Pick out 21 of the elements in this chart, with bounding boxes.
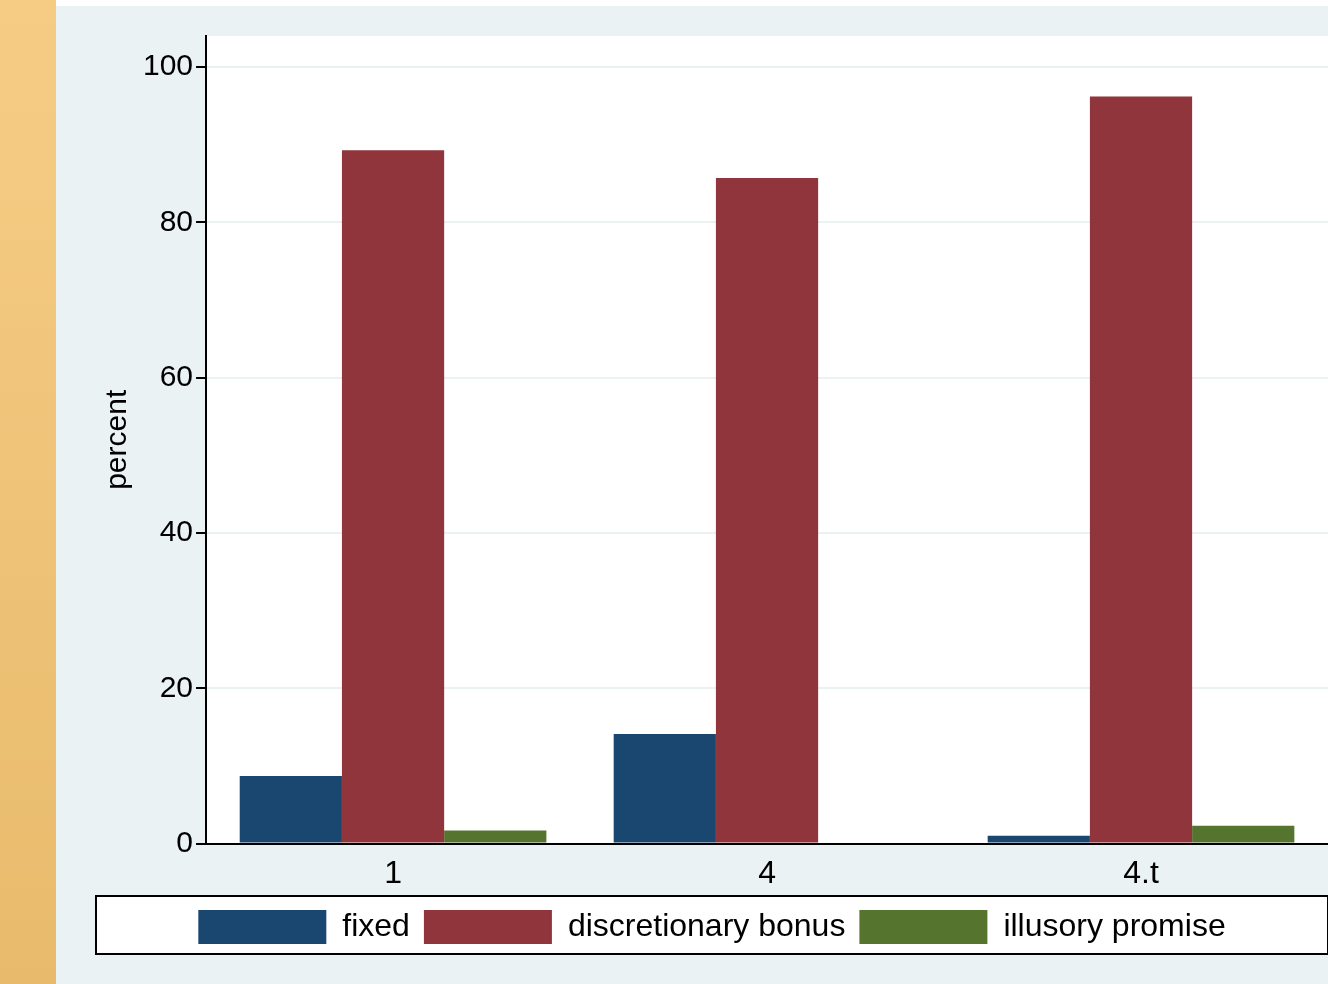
legend-label: illusory promise xyxy=(1003,906,1226,943)
y-tick-label: 80 xyxy=(159,203,194,237)
y-tick-label: 60 xyxy=(159,358,194,392)
x-tick-label: 1 xyxy=(384,853,402,890)
bar xyxy=(987,835,1090,843)
y-tick-label: 100 xyxy=(142,48,194,82)
x-tick-label: 4.t xyxy=(1123,853,1159,890)
y-tick-label: 40 xyxy=(159,514,194,548)
bar xyxy=(444,830,547,843)
bar xyxy=(341,150,445,843)
x-tick-label: 4 xyxy=(758,853,776,890)
y-tick-label: 20 xyxy=(159,669,194,703)
bar xyxy=(1192,825,1295,843)
bar xyxy=(1089,96,1193,843)
legend-label: discretionary bonus xyxy=(567,906,846,943)
y-axis-title: percent xyxy=(99,389,133,490)
bar xyxy=(239,776,342,843)
legend-label: fixed xyxy=(342,906,410,943)
bar xyxy=(613,734,716,843)
bar xyxy=(715,178,819,843)
y-tick-label: 0 xyxy=(176,824,194,858)
